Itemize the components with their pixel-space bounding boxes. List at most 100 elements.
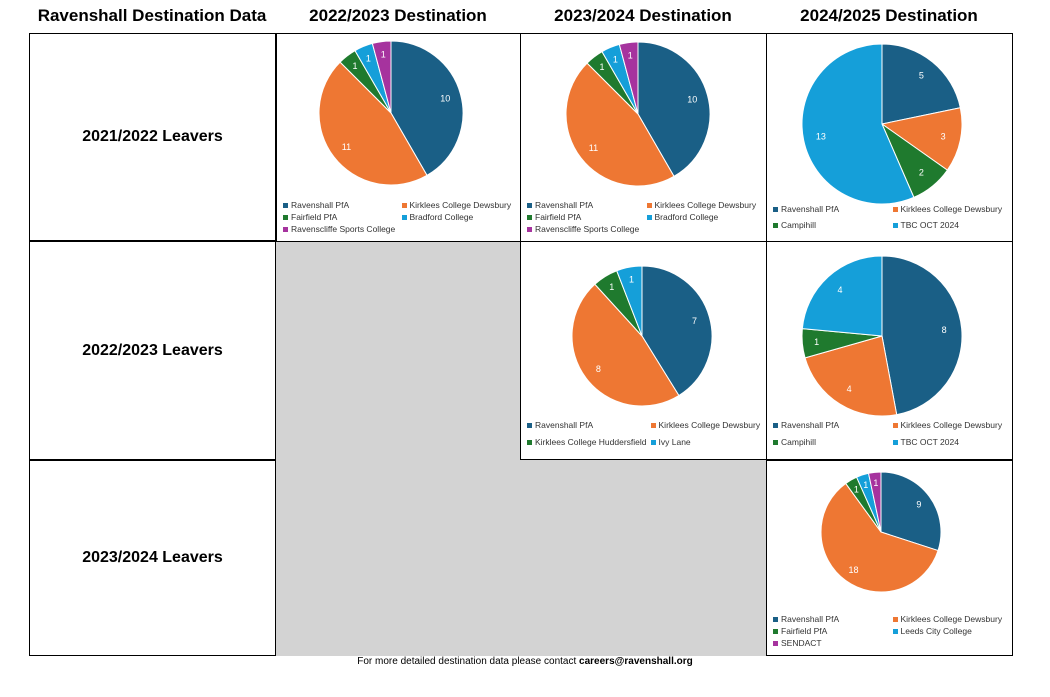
data-label-kirklees-college-dewsbury: 3 [941, 132, 946, 142]
legend-r1c2: Ravenshall PfA Kirklees College Dewsbury F… [527, 200, 762, 234]
legend-label: Fairfield PfA [291, 212, 338, 222]
legend-label: Ivy Lane [658, 437, 691, 447]
legend-swatch [650, 439, 656, 445]
pie-slice-ravenscliffe-sports-college [371, 40, 392, 114]
legend-swatch [527, 422, 532, 428]
legend-swatch [892, 439, 898, 445]
legend-item-kirklees-college-dewsbury: Kirklees College Dewsbury [892, 614, 1009, 624]
pie-slice-kirklees-college-dewsbury [565, 62, 675, 187]
data-label-campihill: 2 [919, 167, 924, 177]
legend-swatch [892, 628, 898, 634]
pie-slice-ravenscliffe-sports-college [618, 41, 639, 115]
legend-swatch [527, 226, 532, 232]
legend-swatch [892, 222, 898, 228]
legend-item-ravenscliffe-sports-college: Ravenscliffe Sports College [283, 224, 398, 234]
legend-label: TBC OCT 2024 [900, 220, 959, 230]
legend-swatch [283, 214, 288, 220]
legend-item-tbc-oct-2024: TBC OCT 2024 [892, 220, 1009, 230]
legend-swatch [892, 206, 898, 212]
pie-slice-ravenshall-pfa [637, 41, 711, 178]
legend-label: Ravenscliffe Sports College [291, 224, 396, 234]
pie-chart-r1c3: 5 3 2 13 [801, 43, 963, 205]
legend-label: Kirklees College Dewsbury [900, 204, 1003, 214]
chart-cell-r1c2: 10 11 1 1 1 Ravenshall PfA Kirklees College D… [520, 33, 767, 242]
legend-item-leeds-city-college: Leeds City College [892, 626, 1009, 636]
column-header-2022-2023: 2022/2023 Destination [309, 6, 487, 25]
legend-r3c3: Ravenshall PfA Kirklees College Dewsbury F… [773, 614, 1008, 648]
legend-label: Ravenshall PfA [781, 420, 840, 430]
legend-r2c3: Ravenshall PfA Kirklees College Dewsbury C… [773, 420, 1008, 447]
data-label-ravenshall-pfa: 7 [692, 316, 697, 326]
legend-swatch [773, 422, 778, 428]
contact-email-link[interactable]: careers@ravenshall.org [579, 656, 693, 667]
legend-item-ravenshall-pfa: Ravenshall PfA [527, 200, 643, 210]
data-label-fairfield-pfa: 1 [854, 484, 859, 494]
row-label-2022-2023: 2022/2023 Leavers [29, 241, 276, 460]
pie-slice-ravenshall-pfa [881, 43, 961, 125]
legend-item-bradford-college: Bradford College [401, 212, 517, 222]
legend-label: Campihill [781, 437, 816, 447]
pie-slice-ravenshall-pfa [641, 265, 713, 397]
legend-label: Kirklees College Dewsbury [900, 614, 1003, 624]
corner-header: Ravenshall Destination Data [37, 6, 267, 25]
legend-label: Fairfield PfA [781, 626, 828, 636]
footer-contact: For more detailed destination data pleas… [0, 656, 1050, 667]
legend-item-kirklees-college-dewsbury: Kirklees College Dewsbury [650, 420, 762, 430]
data-label-bradford-college: 1 [366, 53, 371, 63]
legend-item-campihill: Campihill [773, 220, 889, 230]
data-label-tbc-oct-2024: 4 [837, 285, 842, 295]
chart-cell-r1c3: 5 3 2 13 Ravenshall PfA Kirklees College Dew… [766, 33, 1013, 242]
pie-chart-r2c3: 8 4 1 4 [801, 255, 963, 417]
data-label-kirklees-college-dewsbury: 11 [589, 143, 598, 153]
data-label-ravenshall-pfa: 10 [687, 94, 697, 104]
pie-slice-ravenshall-pfa [880, 471, 942, 552]
legend-label: Kirklees College Dewsbury [900, 420, 1003, 430]
legend-swatch [283, 202, 288, 208]
legend-label: Kirklees College Dewsbury [409, 200, 512, 210]
legend-label: Ravenshall PfA [535, 420, 594, 430]
legend-swatch [773, 640, 778, 646]
row-label-2021-2022: 2021/2022 Leavers [29, 33, 276, 241]
legend-swatch [401, 214, 407, 220]
legend-swatch [646, 214, 652, 220]
data-label-campihill: 1 [814, 337, 819, 347]
data-label-ravenshall-pfa: 5 [919, 71, 924, 81]
data-label-ivy-lane: 1 [629, 275, 634, 285]
data-label-ravenshall-pfa: 10 [440, 93, 450, 103]
legend-item-kirklees-college-dewsbury: Kirklees College Dewsbury [401, 200, 517, 210]
pie-chart-r2c2: 7 8 1 1 [571, 265, 713, 407]
legend-item-bradford-college: Bradford College [646, 212, 763, 222]
empty-cell-r3c2 [520, 460, 766, 656]
data-label-ravenshall-pfa: 8 [942, 325, 947, 335]
legend-item-fairfield-pfa: Fairfield PfA [283, 212, 398, 222]
chart-cell-r1c1: 10 11 1 1 1 Ravenshall PfA Kirklees College D… [276, 33, 521, 242]
data-label-kirklees-college-dewsbury: 8 [596, 364, 601, 374]
legend-label: Campihill [781, 220, 816, 230]
legend-item-ravenshall-pfa: Ravenshall PfA [773, 204, 889, 214]
empty-cell-r2c1 [276, 241, 520, 656]
legend-label: Ravenshall PfA [781, 204, 840, 214]
pie-slice-kirklees-college-dewsbury [571, 283, 680, 407]
legend-item-fairfield-pfa: Fairfield PfA [527, 212, 643, 222]
data-label-ravenscliffe-sports-college: 1 [381, 49, 386, 59]
legend-swatch [527, 202, 532, 208]
legend-label: SENDACT [781, 638, 822, 648]
footer-text: For more detailed destination data pleas… [357, 656, 580, 667]
legend-item-ivy-lane: Ivy Lane [650, 437, 762, 447]
data-label-kirklees-college-huddersfield: 1 [609, 282, 614, 292]
data-label-leeds-city-college: 1 [863, 480, 868, 490]
data-label-tbc-oct-2024: 13 [816, 132, 826, 142]
legend-swatch [283, 226, 288, 232]
row-label-2023-2024: 2023/2024 Leavers [29, 460, 276, 656]
legend-swatch [773, 222, 778, 228]
pie-slice-kirklees-college-dewsbury [820, 482, 939, 593]
legend-label: Ravenshall PfA [291, 200, 350, 210]
legend-swatch [892, 422, 898, 428]
legend-item-ravenshall-pfa: Ravenshall PfA [773, 420, 889, 430]
legend-swatch [773, 439, 778, 445]
chart-cell-r2c3: 8 4 1 4 Ravenshall PfA Kirklees College Dews… [766, 241, 1013, 460]
pie-slice-kirklees-college-dewsbury [804, 335, 898, 417]
column-header-2023-2024: 2023/2024 Destination [554, 6, 732, 25]
legend-item-ravenshall-pfa: Ravenshall PfA [773, 614, 889, 624]
